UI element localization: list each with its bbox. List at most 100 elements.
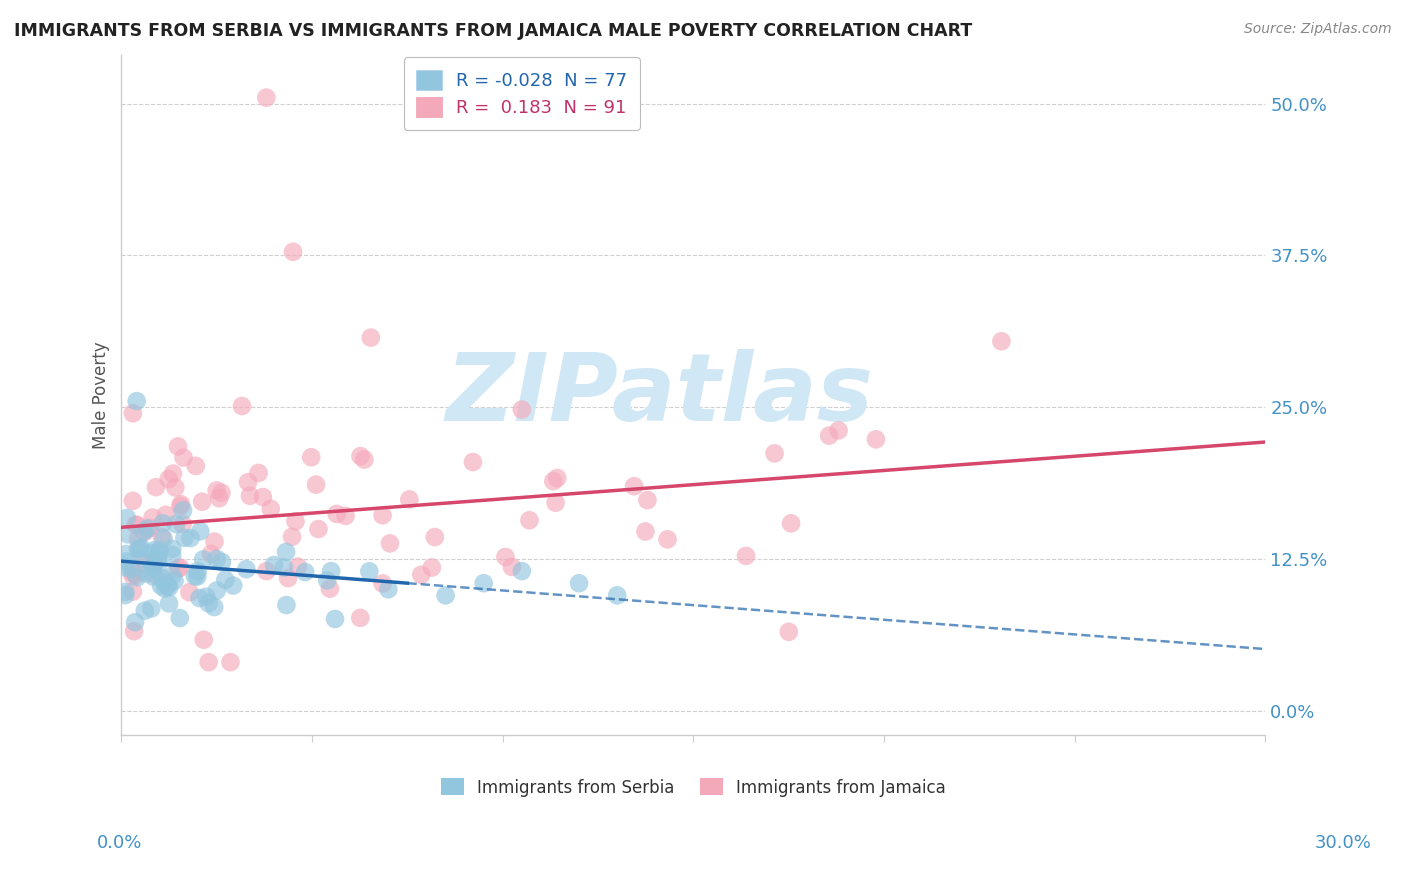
Point (623, 479, 645, 493)
Point (263, 558, 285, 572)
Point (172, 503, 194, 517)
Point (323, 612, 346, 626)
Point (128, 542, 150, 557)
Point (636, 493, 658, 508)
Point (735, 549, 758, 563)
Point (169, 560, 191, 574)
Point (239, 489, 262, 503)
Point (134, 524, 156, 539)
Point (371, 508, 394, 523)
Point (501, 560, 523, 574)
Point (276, 598, 298, 612)
Point (139, 521, 162, 535)
Point (235, 562, 257, 576)
Point (114, 560, 136, 574)
Point (145, 480, 167, 494)
Point (129, 540, 152, 554)
Point (284, 514, 307, 528)
Point (135, 566, 157, 581)
Point (254, 90, 277, 104)
Point (127, 518, 149, 533)
Point (202, 600, 225, 615)
Point (142, 570, 165, 584)
Point (167, 561, 190, 575)
Point (865, 432, 887, 446)
Point (211, 555, 233, 569)
Point (142, 561, 165, 575)
Point (125, 394, 148, 409)
Point (205, 483, 228, 498)
Point (162, 548, 184, 562)
Point (167, 439, 190, 453)
Point (148, 546, 170, 560)
Point (122, 584, 145, 599)
Point (195, 590, 218, 604)
Point (188, 524, 211, 539)
Point (349, 611, 371, 625)
Point (222, 578, 245, 592)
Point (169, 611, 191, 625)
Point (634, 524, 657, 539)
Point (132, 556, 155, 570)
Point (150, 579, 173, 593)
Point (115, 555, 138, 569)
Point (191, 494, 214, 508)
Point (163, 574, 186, 588)
Point (125, 567, 148, 582)
Point (510, 402, 533, 417)
Point (157, 472, 180, 486)
Point (818, 428, 841, 442)
Point (162, 568, 184, 582)
Point (184, 458, 207, 473)
Point (170, 497, 193, 511)
Point (371, 576, 394, 591)
Point (187, 564, 209, 578)
Point (219, 655, 242, 669)
Point (156, 579, 179, 593)
Point (211, 485, 233, 500)
Point (208, 491, 231, 506)
Point (778, 624, 800, 639)
Point (472, 576, 495, 591)
Point (149, 543, 172, 558)
Point (827, 423, 849, 437)
Point (299, 450, 322, 465)
Point (305, 477, 328, 491)
Point (146, 558, 169, 572)
Point (274, 545, 297, 559)
Point (353, 452, 375, 467)
Point (179, 585, 201, 599)
Point (148, 552, 170, 566)
Point (136, 522, 159, 536)
Point (214, 573, 236, 587)
Point (260, 501, 283, 516)
Point (544, 496, 567, 510)
Point (287, 559, 309, 574)
Point (141, 546, 163, 560)
Point (114, 588, 136, 602)
Point (127, 533, 149, 547)
Point (546, 471, 568, 485)
Point (325, 507, 347, 521)
Point (359, 565, 381, 579)
Point (152, 516, 174, 531)
Point (321, 564, 343, 578)
Point (132, 524, 155, 539)
Text: IMMIGRANTS FROM SERBIA VS IMMIGRANTS FROM JAMAICA MALE POVERTY CORRELATION CHART: IMMIGRANTS FROM SERBIA VS IMMIGRANTS FRO… (14, 22, 973, 40)
Point (141, 553, 163, 567)
Point (254, 564, 277, 578)
Point (120, 562, 142, 576)
Text: 0.0%: 0.0% (97, 834, 142, 852)
Point (141, 601, 163, 615)
Point (127, 570, 149, 584)
Point (335, 508, 357, 523)
Point (162, 467, 184, 481)
Point (307, 522, 329, 536)
Point (197, 596, 219, 610)
Point (142, 510, 165, 524)
Point (252, 490, 274, 504)
Point (568, 576, 591, 591)
Y-axis label: Male Poverty: Male Poverty (93, 342, 110, 449)
Point (165, 517, 187, 532)
Point (423, 530, 446, 544)
